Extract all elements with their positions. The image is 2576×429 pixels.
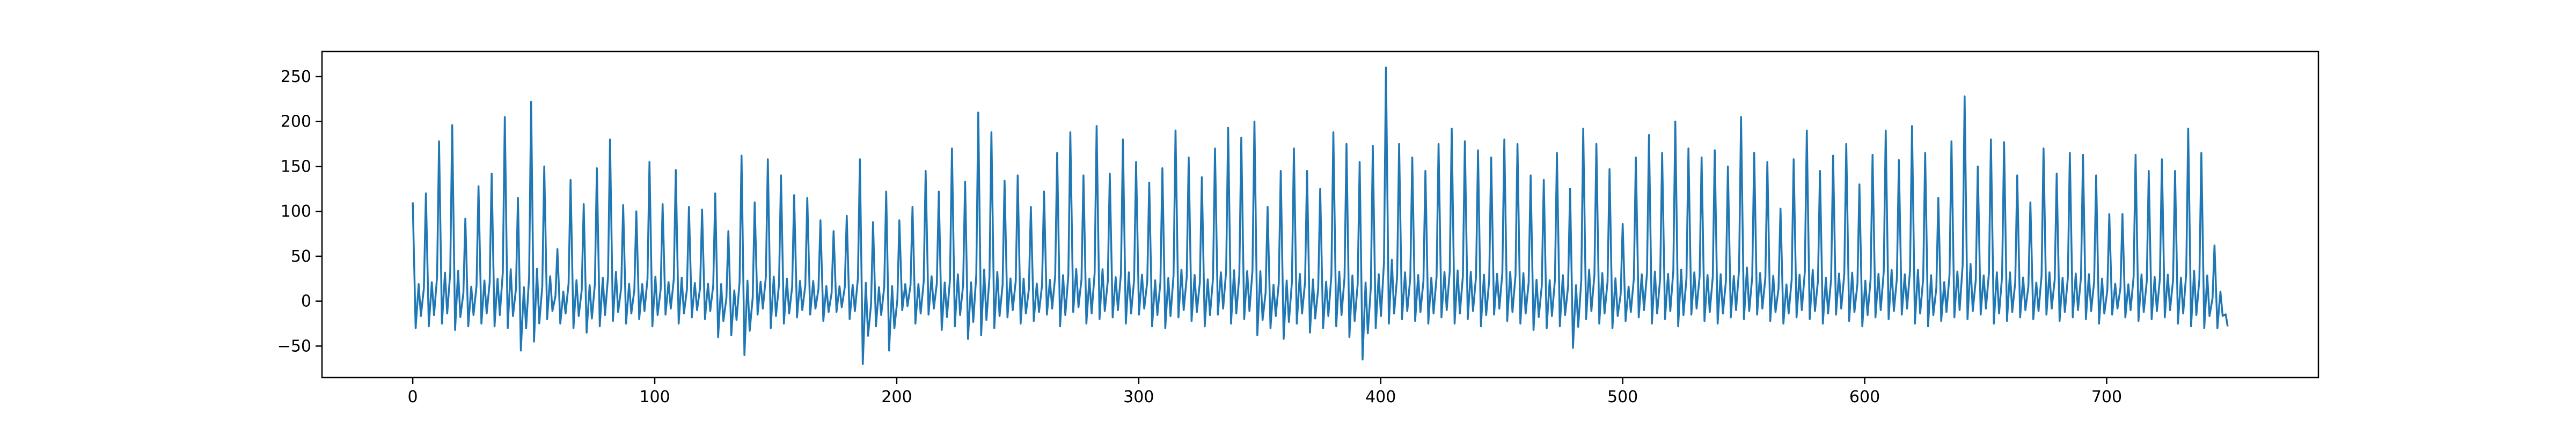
x-tick-label: 100 [639,388,670,406]
x-tick-label: 700 [2091,388,2122,406]
y-tick-label: 250 [281,68,311,86]
x-tick-label: 300 [1123,388,1154,406]
x-tick-label: 500 [1607,388,1638,406]
series-line [412,66,2229,365]
y-tick-label: 200 [281,113,311,131]
y-tick-label: −50 [277,337,311,356]
x-tick-label: 400 [1365,388,1396,406]
x-tick-label: 0 [408,388,418,406]
y-tick-label: 50 [291,247,311,266]
data-layer [412,66,2229,365]
y-tick-label: 150 [281,157,311,176]
y-tick-label: 100 [281,202,311,221]
y-tick-label: 0 [301,292,311,311]
x-tick-label: 600 [1849,388,1880,406]
plot-frame [321,50,2319,379]
axis-layer: 0 100 200 300 400 500 600 700 −50 0 50 100 150 200 250 [277,68,2122,406]
x-tick-label: 200 [881,388,912,406]
